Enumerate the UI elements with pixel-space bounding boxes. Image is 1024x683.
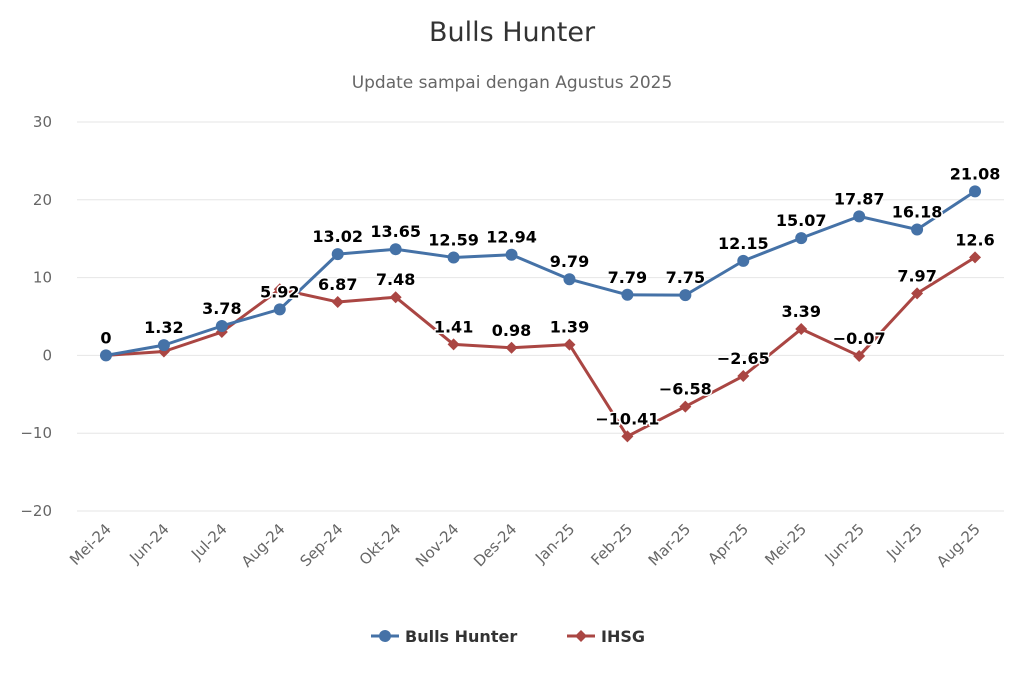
ihsg-point xyxy=(389,291,402,304)
ihsg-point xyxy=(969,251,982,264)
ihsg-data-label: 12.6 xyxy=(955,230,994,249)
ihsg-data-label: −0.07 xyxy=(833,329,886,348)
ihsg-point xyxy=(621,430,634,443)
legend-label: Bulls Hunter xyxy=(405,627,517,646)
bulls-hunter-data-label: 21.08 xyxy=(950,164,1001,183)
ihsg-point xyxy=(737,370,750,383)
legend-circle-marker xyxy=(379,630,391,642)
y-tick-label: 10 xyxy=(33,269,52,287)
x-tick-label: Apr-25 xyxy=(704,520,752,568)
bulls-hunter-point xyxy=(795,232,808,245)
y-tick-label: −20 xyxy=(20,502,52,520)
x-tick-label: Jun-24 xyxy=(125,520,172,567)
x-tick-label: Jan-25 xyxy=(531,520,578,567)
bulls-hunter-point xyxy=(331,248,344,261)
x-tick-label: Mei-25 xyxy=(761,520,810,569)
ihsg-line xyxy=(104,255,977,438)
ihsg-data-label: 3.39 xyxy=(781,302,820,321)
x-tick-label: Des-24 xyxy=(470,520,520,570)
legend-item-bulls-hunter: Bulls Hunter xyxy=(371,627,517,646)
x-tick-label: Aug-24 xyxy=(238,520,289,571)
x-tick-label: Mar-25 xyxy=(645,520,694,569)
y-tick-label: 20 xyxy=(33,191,52,209)
bulls-hunter-point xyxy=(505,248,518,261)
series-group xyxy=(99,185,982,443)
ihsg-point xyxy=(679,400,692,413)
legend-diamond-marker xyxy=(575,630,587,642)
x-tick-label: Jun-25 xyxy=(821,520,868,567)
bulls-hunter-data-label: 7.75 xyxy=(666,268,705,287)
grid xyxy=(77,121,1004,512)
bulls-hunter-point xyxy=(389,243,402,256)
legend-item-ihsg: IHSG xyxy=(567,627,645,646)
ihsg-point xyxy=(563,338,576,351)
y-tick-label: −10 xyxy=(20,424,52,442)
ihsg-data-label: 6.87 xyxy=(318,275,357,294)
x-tick-label: Aug-25 xyxy=(933,520,984,571)
y-axis: 30 20 10 0 −10 −20 xyxy=(20,113,52,520)
ihsg-point xyxy=(853,349,866,362)
x-tick-label: Jul-24 xyxy=(187,520,231,564)
ihsg-point xyxy=(273,283,286,296)
bulls-hunter-data-label: 5.92 xyxy=(260,282,299,301)
bulls-hunter-point xyxy=(969,185,982,198)
y-tick-label: 0 xyxy=(42,346,52,364)
legend: Bulls Hunter IHSG xyxy=(371,627,645,646)
x-tick-label: Nov-24 xyxy=(412,520,462,570)
legend-label: IHSG xyxy=(601,627,645,646)
ihsg-point xyxy=(911,287,924,300)
bulls-hunter-point xyxy=(911,223,924,236)
ihsg-point xyxy=(447,338,460,351)
bulls-hunter-data-label: 13.65 xyxy=(370,222,421,241)
bulls-hunter-data-label: 0 xyxy=(100,328,111,347)
bulls-hunter-point xyxy=(737,254,750,267)
bulls-hunter-data-label: 13.02 xyxy=(312,227,363,246)
ihsg-data-label: −6.58 xyxy=(659,380,712,399)
bulls-hunter-data-label: 15.07 xyxy=(776,211,827,230)
bulls-hunter-point xyxy=(853,210,866,223)
ihsg-data-label: 0.98 xyxy=(492,321,531,340)
x-tick-label: Mei-24 xyxy=(66,520,115,569)
bulls-hunter-data-label: 12.15 xyxy=(718,234,769,253)
ihsg-data-label: 7.48 xyxy=(376,270,415,289)
ihsg-point xyxy=(331,295,344,308)
bulls-hunter-line xyxy=(104,189,977,357)
bulls-hunter-point xyxy=(447,251,460,264)
bulls-hunter-data-label: 9.79 xyxy=(550,252,589,271)
x-tick-label: Sep-24 xyxy=(296,520,346,570)
bulls-hunter-data-label: 3.78 xyxy=(202,299,241,318)
bulls-hunter-data-label: 12.59 xyxy=(428,230,479,249)
bulls-hunter-point xyxy=(99,349,112,362)
bulls-hunter-data-label: 1.32 xyxy=(144,318,183,337)
ihsg-point xyxy=(795,323,808,336)
chart-title: Bulls Hunter xyxy=(429,17,596,48)
y-tick-label: 30 xyxy=(33,113,52,131)
x-axis: Mei-24 Jun-24 Jul-24 Aug-24 Sep-24 Okt-24 Nov-… xyxy=(66,520,984,571)
bulls-hunter-point xyxy=(273,303,286,316)
bulls-hunter-point xyxy=(563,273,576,286)
bulls-hunter-data-label: 7.79 xyxy=(608,268,647,287)
x-tick-label: Feb-25 xyxy=(587,520,636,569)
ihsg-data-label: 1.39 xyxy=(550,318,589,337)
x-tick-label: Okt-24 xyxy=(356,520,405,569)
ihsg-data-label: 1.41 xyxy=(434,317,473,336)
chart-subtitle: Update sampai dengan Agustus 2025 xyxy=(352,73,673,93)
x-tick-label: Jul-25 xyxy=(882,520,926,564)
data-labels: 0 1.32 3.78 5.92 13.02 13.65 12.59 12.94 9.79 7.7… xyxy=(99,163,1002,430)
bulls-hunter-data-label: 16.18 xyxy=(892,203,943,222)
bulls-hunter-data-label: 17.87 xyxy=(834,189,885,208)
bulls-hunter-point xyxy=(679,289,692,302)
ihsg-data-label: −10.41 xyxy=(595,409,659,428)
bulls-hunter-point xyxy=(157,339,170,352)
bulls-hunter-point xyxy=(215,319,228,332)
bulls-hunter-data-label: 12.94 xyxy=(486,228,537,247)
ihsg-point xyxy=(505,341,518,354)
bulls-hunter-point xyxy=(621,288,634,301)
ihsg-data-label: 7.97 xyxy=(897,266,936,285)
ihsg-data-label: −2.65 xyxy=(717,349,770,368)
